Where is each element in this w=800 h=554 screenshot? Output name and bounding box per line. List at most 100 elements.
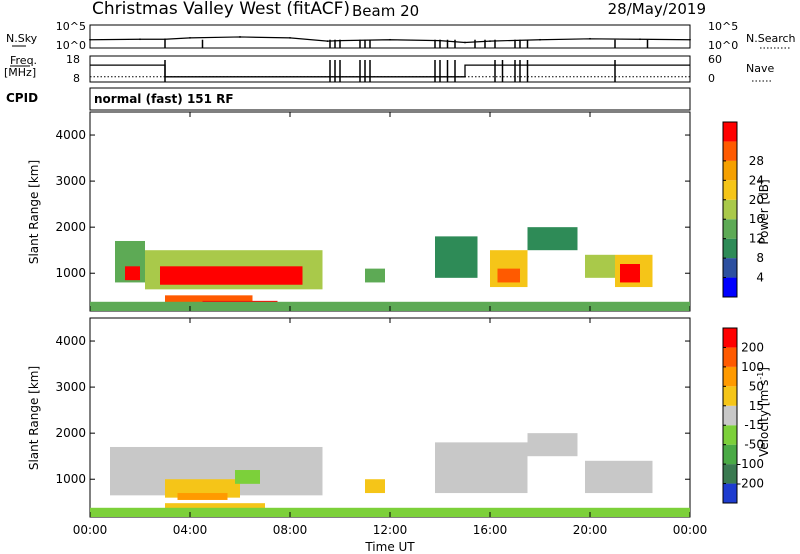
colorbar-tick-label: -15 [744,418,764,432]
nsearch-label: N.Search [746,32,796,45]
scatter-region [165,503,265,513]
noise-right-tick-top: 10^5 [708,20,738,33]
colorbar-segment [723,238,737,259]
colorbar-tick-label: -50 [744,438,764,452]
scatter-region [177,493,228,500]
scatter-region [435,236,478,278]
x-tick-label: 04:00 [173,523,208,537]
noise-point [639,38,641,41]
noise-point [164,38,166,41]
y-tick-label: 2000 [55,220,86,234]
colorbar-segment [723,347,737,367]
colorbar-tick-label: 200 [741,340,764,354]
freq-label: Freq. [10,54,37,67]
scatter-region [435,442,528,494]
colorbar-tick-label: 28 [749,154,764,168]
scatter-region [365,268,385,283]
scatter-region [165,295,253,306]
scatter-region [235,470,260,484]
velocity-colorbar-title: Velocity [m s-1] [756,367,771,457]
nave-label: Nave [746,62,774,75]
noise-point [189,36,191,39]
colorbar-segment [723,141,737,161]
colorbar-segment [723,405,737,426]
colorbar-segment [723,425,737,445]
y-tick-label: 3000 [55,174,86,188]
y-tick-label: 1000 [55,472,86,486]
noise-point [239,36,241,38]
scatter-region [160,266,303,285]
x-tick-label: 08:00 [273,523,308,537]
scatter-region [365,479,385,494]
cpid-label: CPID [6,91,38,105]
colorbar-tick-label: 16 [749,212,764,226]
colorbar-segment [723,160,737,181]
noise-point [89,38,91,41]
colorbar-segment [723,258,737,278]
noise-left-tick-top: 10^5 [56,20,86,33]
colorbar-tick-label: 4 [756,271,764,285]
x-tick-label: 00:00 [73,523,108,537]
velocity-colorbar-title-close: ] [757,367,771,372]
freq-tick-bottom: 8 [73,72,80,85]
scatter-region [620,264,640,283]
colorbar-segment [723,483,737,503]
x-tick-label: 12:00 [373,523,408,537]
generated-marks: 1000 2000 3000 4000 4 8 12 16 20 24 28 1000 2000 3000… [55,36,764,537]
scatter-region [585,460,653,494]
freq-tick-top: 18 [66,53,80,66]
freq-unit: [MHz] [4,66,36,79]
noise-point [589,37,591,40]
colorbar-segment [723,219,737,239]
scatter-region [497,268,520,283]
velocity-colorbar-title-main: Velocity [m s [757,380,771,457]
noise-point [326,40,329,42]
colorbar-tick-label: 100 [741,360,764,374]
frequency-panel-frame [89,55,691,83]
colorbar-frame [722,327,738,504]
scatter-region [585,254,615,278]
date-label: 28/May/2019 [608,0,706,18]
scatter-region [527,227,578,251]
colorbar-tick-label: 12 [749,232,764,246]
noise-right-tick-bottom: 10^0 [708,39,738,52]
noise-point [489,40,491,42]
velocity-y-axis-title: Slant Range [km] [27,366,41,470]
station-title: Christmas Valley West (fitACF) [92,0,350,19]
colorbar-tick-label: -200 [737,477,764,491]
noise-point [539,38,541,41]
scatter-region [527,433,578,457]
colorbar-tick-label: 15 [749,399,764,413]
x-tick-label: 20:00 [573,523,608,537]
velocity-colorbar-title-sup: -1 [756,372,765,380]
colorbar-tick-label: 8 [756,251,764,265]
x-tick-label: 16:00 [473,523,508,537]
colorbar-segment [723,386,737,406]
y-tick-label: 2000 [55,426,86,440]
noise-panel-frame [89,24,691,49]
colorbar-segment [723,277,737,297]
noise-point [689,38,691,41]
colorbar-tick-label: 24 [749,173,764,187]
beam-label: Beam 20 [352,2,419,20]
colorbar-tick-label: 20 [749,193,764,207]
colorbar-frame [722,121,738,298]
power-colorbar-title: Power [dB] [757,179,771,244]
frequency-line [90,64,690,78]
cpid-panel-frame [89,87,691,111]
x-axis-title: Time UT [364,540,415,554]
y-tick-label: 1000 [55,266,86,280]
noise-point [464,41,466,44]
colorbar-segment [723,366,737,387]
colorbar-segment [723,444,737,465]
colorbar-segment [723,464,737,484]
cpid-value: normal (fast) 151 RF [94,92,234,106]
nave-tick-top: 60 [708,53,722,66]
power-y-axis-title: Slant Range [km] [27,160,41,264]
colorbar-tick-label: 50 [749,379,764,393]
colorbar-segment [723,199,737,220]
y-tick-label: 3000 [55,380,86,394]
y-tick-label: 4000 [55,128,86,142]
